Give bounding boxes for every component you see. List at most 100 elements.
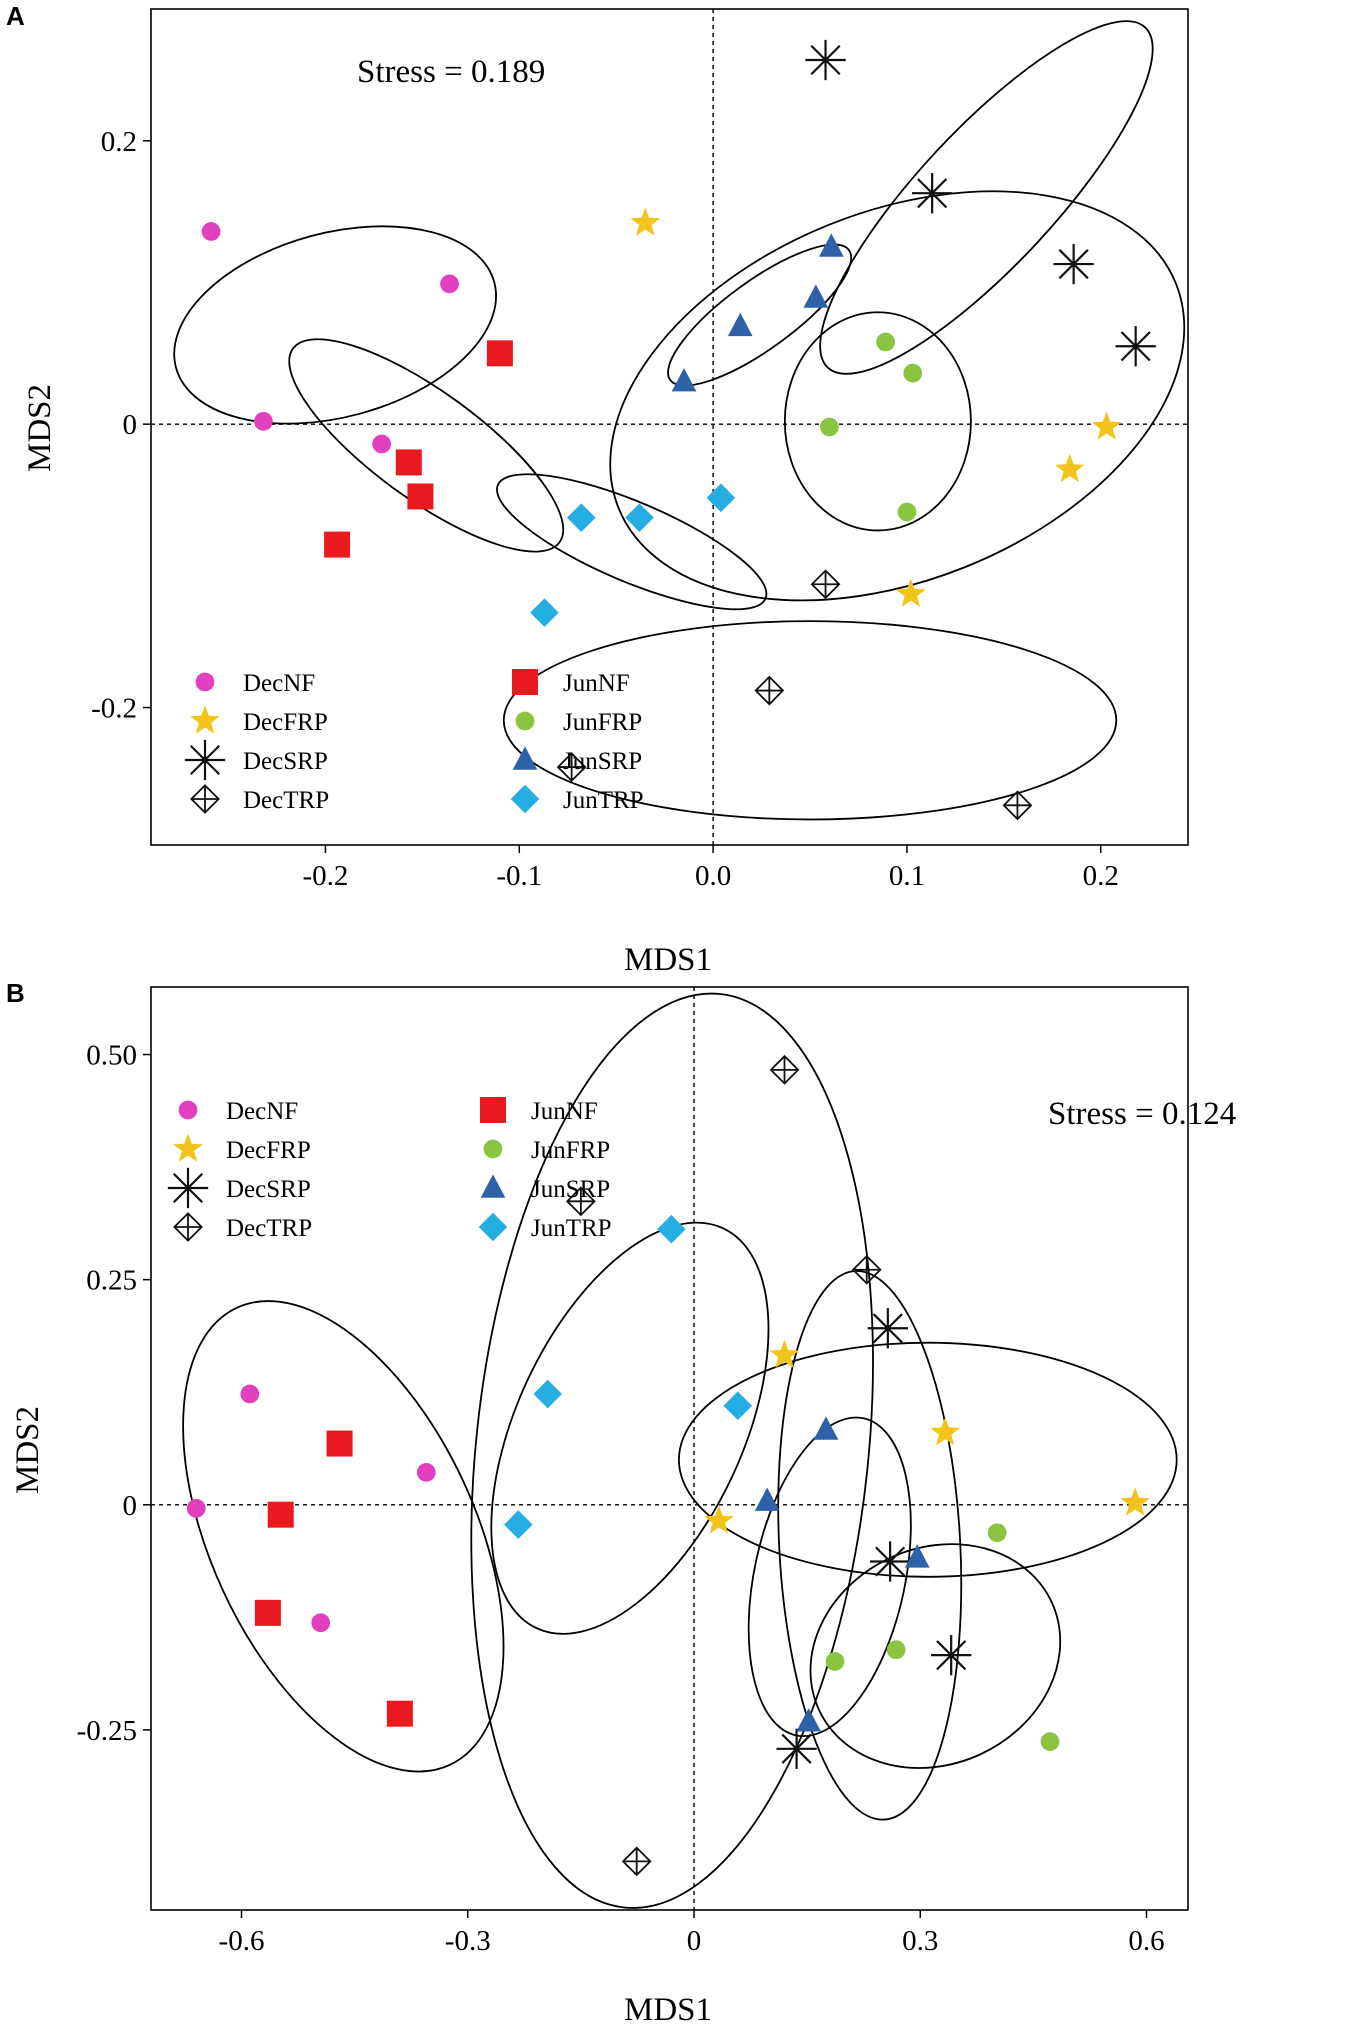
panel-b-point-decfrp — [930, 1417, 960, 1446]
panel-a-x-axis-label: MDS1 — [624, 942, 712, 978]
panel-b-legend-label-junfrp: JunFRP — [531, 1137, 610, 1164]
panel-a-legend-marker-junfrp — [515, 711, 535, 731]
panel-a-chart: -0.2 -0.1 0.0 0.1 0.2 -0.2 0 0.2 Stress = 0.189 M… — [22, 8, 1189, 978]
panel-a-letter: A — [6, 1, 25, 31]
panel-b-point-dectrp — [851, 1254, 882, 1285]
panel-a-point-junsrp — [803, 284, 829, 308]
panel-b-legend-marker-decfrp — [173, 1133, 203, 1162]
panel-b-legend-label-junsrp: JunSRP — [531, 1176, 610, 1203]
panel-b-point-dectrp — [621, 1846, 652, 1877]
panel-b-ellipse-dectrp — [470, 992, 874, 1909]
panel-a-legend-label-junnf: JunNF — [563, 670, 630, 697]
panel-a-legend-label-juntrp: JunTRP — [563, 787, 644, 814]
panel-b-x-tick-label: -0.6 — [219, 1925, 265, 1957]
panel-a-point-junsrp — [727, 312, 753, 337]
panel-b-x-tick-label: -0.3 — [445, 1925, 491, 1957]
panel-a-legend: DecNF JunNF DecFRP JunFRP DecSRP JunSRP DecTRP… — [184, 669, 644, 814]
panel-b-point-decfrp — [769, 1339, 800, 1368]
panel-b-point-juntrp — [503, 1510, 533, 1539]
panel-b-point-junfrp — [1040, 1732, 1060, 1751]
panel-a-x-tick-label: -0.1 — [496, 860, 542, 892]
panel-a-point-decfrp — [896, 578, 926, 607]
panel-b-x-tick-label: 0 — [687, 1925, 702, 1957]
panel-b-point-juntrp — [657, 1214, 686, 1244]
panel-a-legend-marker-dectrp — [190, 784, 220, 814]
panel-b-y-axis-label: MDS2 — [10, 1406, 46, 1494]
panel-b-point-decnf — [311, 1613, 331, 1633]
panel-a-point-decfrp — [1091, 411, 1122, 440]
panel-a-point-junfrp — [897, 502, 917, 522]
panel-a-ellipse-junfrp — [783, 311, 972, 532]
panel-a-legend-marker-junsrp — [512, 746, 538, 770]
panel-b-legend-label-dectrp: DecTRP — [226, 1215, 312, 1242]
panel-b-legend-label-decnf: DecNF — [226, 1098, 298, 1125]
panel-a-point-decnf — [254, 411, 273, 431]
panel-b-point-junfrp — [987, 1523, 1007, 1543]
panel-b-x-tick-label: 0.3 — [902, 1925, 938, 1957]
panel-b-point-decfrp — [704, 1505, 734, 1534]
panel-a-point-dectrp — [754, 675, 785, 706]
panel-a-y-axis-label: MDS2 — [22, 384, 58, 472]
panel-a-point-dectrp — [1002, 790, 1033, 821]
panel-b-plot-frame — [150, 986, 1189, 1911]
panel-b-point-junfrp — [825, 1652, 845, 1671]
panel-a-point-juntrp — [625, 503, 654, 532]
panel-a-point-decnf — [201, 222, 221, 241]
panel-b-stress-label: Stress = 0.124 — [1048, 1096, 1236, 1132]
panel-a-x-tick-label: 0.2 — [1083, 860, 1119, 892]
panel-b-point-juntrp — [533, 1379, 562, 1409]
panel-a-legend-label-decnf: DecNF — [243, 670, 315, 697]
panel-a-legend-marker-juntrp — [510, 784, 540, 814]
panel-a-point-junfrp — [903, 363, 923, 383]
panel-b-point-juntrp — [723, 1391, 753, 1421]
panel-a-y-tick-label: 0.2 — [101, 126, 137, 158]
panel-b-y-tick-label: 0.25 — [86, 1265, 137, 1297]
panel-b-legend-label-decfrp: DecFRP — [226, 1137, 311, 1164]
panel-a-legend-label-junfrp: JunFRP — [563, 709, 642, 736]
panel-b-point-decfrp — [1120, 1487, 1150, 1516]
panel-b-point-junnf — [267, 1501, 294, 1528]
panel-a-point-juntrp — [706, 483, 736, 513]
panel-a-legend-marker-junnf — [512, 669, 538, 695]
panel-b-y-tick-label: 0 — [123, 1490, 138, 1522]
panel-a-ellipse-dectrp — [502, 620, 1118, 821]
panel-b-point-decnf — [416, 1463, 436, 1482]
panel-a-legend-marker-decsrp — [184, 739, 226, 781]
panel-a-ellipse-decnf — [173, 225, 497, 425]
panel-a-point-junfrp — [820, 417, 839, 437]
panel-a-legend-label-decsrp: DecSRP — [243, 748, 328, 775]
panel-a-ellipse-junsrp — [667, 243, 853, 387]
panel-a-point-decfrp — [630, 207, 661, 236]
panel-a-point-dectrp — [556, 752, 587, 782]
panel-b-point-junnf — [386, 1700, 413, 1727]
panel-a-x-tick-label: 0.0 — [695, 860, 731, 892]
panel-b-point-dectrp — [769, 1054, 800, 1085]
panel-a-point-junsrp — [818, 233, 844, 257]
panel-a-legend-label-dectrp: DecTRP — [243, 787, 329, 814]
panel-b-legend-marker-juntrp — [478, 1212, 508, 1242]
panel-b-point-junsrp — [796, 1708, 821, 1732]
panel-b-legend: DecNF JunNF DecFRP JunFRP DecSRP JunSRP DecTRP… — [167, 1097, 612, 1242]
panel-a-point-junnf — [407, 483, 434, 510]
panel-a-legend-label-junsrp: JunSRP — [563, 748, 642, 775]
panel-b-legend-marker-dectrp — [173, 1212, 203, 1242]
panel-b-point-decsrp — [776, 1728, 817, 1769]
panel-a-point-junsrp — [671, 368, 697, 392]
panel-b-point-dectrp — [565, 1186, 596, 1217]
panel-a-point-junnf — [324, 531, 351, 558]
panel-a-plot-frame — [150, 8, 1189, 846]
panel-a-point-decsrp — [911, 173, 953, 214]
panel-b-legend-marker-decsrp — [167, 1167, 209, 1209]
panel-a-point-decnf — [440, 274, 459, 294]
panel-b-point-junnf — [326, 1430, 353, 1457]
panel-a-point-decsrp — [805, 39, 846, 81]
panel-a-x-tick-label: -0.2 — [302, 860, 348, 892]
panel-b-letter: B — [6, 978, 25, 1008]
panel-b-point-decsrp — [931, 1635, 972, 1676]
panel-a-point-decnf — [372, 434, 392, 454]
panel-a-point-junfrp — [876, 332, 895, 352]
panel-a-point-decsrp — [1053, 243, 1094, 285]
panel-a-point-juntrp — [530, 598, 559, 627]
panel-a-ellipse-junnf — [288, 338, 565, 553]
